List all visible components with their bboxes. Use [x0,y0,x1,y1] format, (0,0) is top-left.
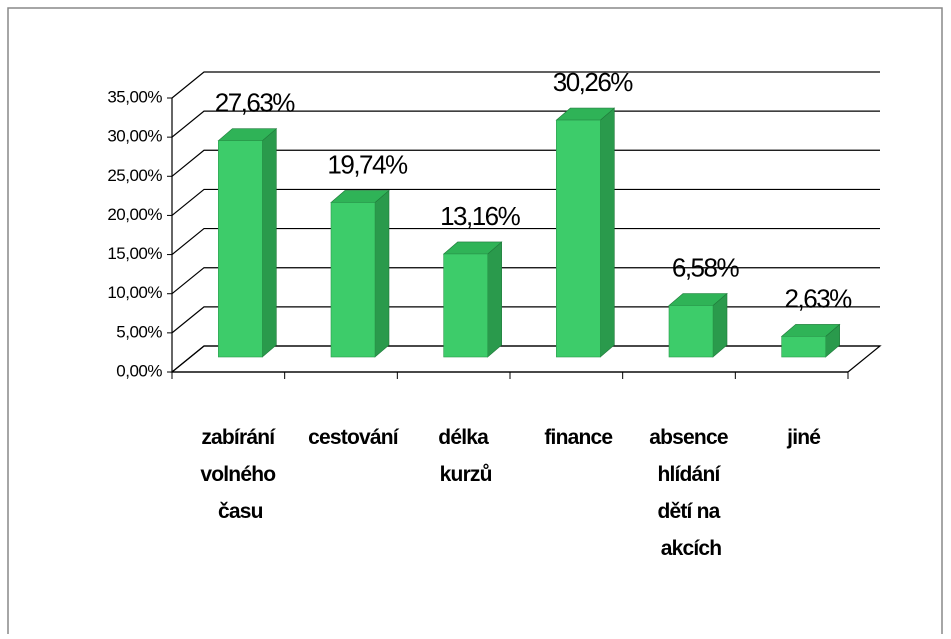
bar-front [218,140,263,358]
y-tick-label: 0,00% [116,361,162,380]
value-label: 19,74% [327,149,408,179]
x-tick-label-line: hlídání [657,463,724,486]
value-label: 30,26% [553,67,634,97]
chart-border [7,7,943,639]
value-label: 27,63% [215,88,296,118]
bar-front [781,336,826,358]
bar [442,241,503,358]
grid-line [171,71,880,99]
bar [668,292,728,358]
grid-line [171,267,880,295]
x-tick-label-line: jiné [786,426,820,449]
x-tick-label-line: finance [544,426,612,449]
bar-front [443,253,488,358]
x-tick-label: cestování [308,426,400,449]
bar-side [600,107,615,358]
y-tick-label: 20,00% [107,205,162,224]
x-tick-label-line: kurzů [440,463,492,486]
bar [330,189,390,358]
x-tick-label: délka kurzů [438,426,493,486]
bar-side [262,128,277,358]
x-tick-label: jiné [786,426,820,449]
bar-side [487,241,502,358]
floor [170,345,882,373]
y-tick-label: 15,00% [107,244,162,263]
y-tick-label: 25,00% [107,166,162,185]
bar-side [374,189,390,358]
grid-line [171,345,880,373]
y-tick-label: 35,00% [107,87,162,106]
x-tick-label-line: zabírání [201,426,279,449]
x-tick-label-line: délka [438,426,493,449]
bar [555,107,616,358]
value-label: 6,58% [672,252,740,282]
y-tick-label: 5,00% [116,322,162,341]
bar [780,323,841,358]
grid-line [171,149,880,177]
grid-line [171,227,880,256]
x-tick-label-line: cestování [308,426,400,449]
bar-front [330,202,376,358]
x-tick-label: finance [544,426,612,449]
x-tick-label-line: akcích [661,537,722,560]
y-tick-label: 10,00% [107,283,162,302]
x-tick-label-line: dětí na [657,500,724,523]
grid-line [171,110,880,138]
y-tick-label: 30,00% [107,127,162,146]
x-tick-label: zabírání volného času [200,426,280,523]
value-label: 2,63% [785,283,853,313]
x-tick-label: absence hlídání dětí na akcích [649,426,733,560]
grid-line [171,188,880,216]
value-label: 13,16% [440,201,521,231]
grid-line [171,306,880,334]
x-tick-label-line: absence [649,426,733,449]
x-tick-label-line: času [218,500,263,523]
bar-front [556,119,601,358]
x-tick-label-line: volného [200,463,280,486]
bar-front [668,305,714,358]
bar [217,128,278,358]
